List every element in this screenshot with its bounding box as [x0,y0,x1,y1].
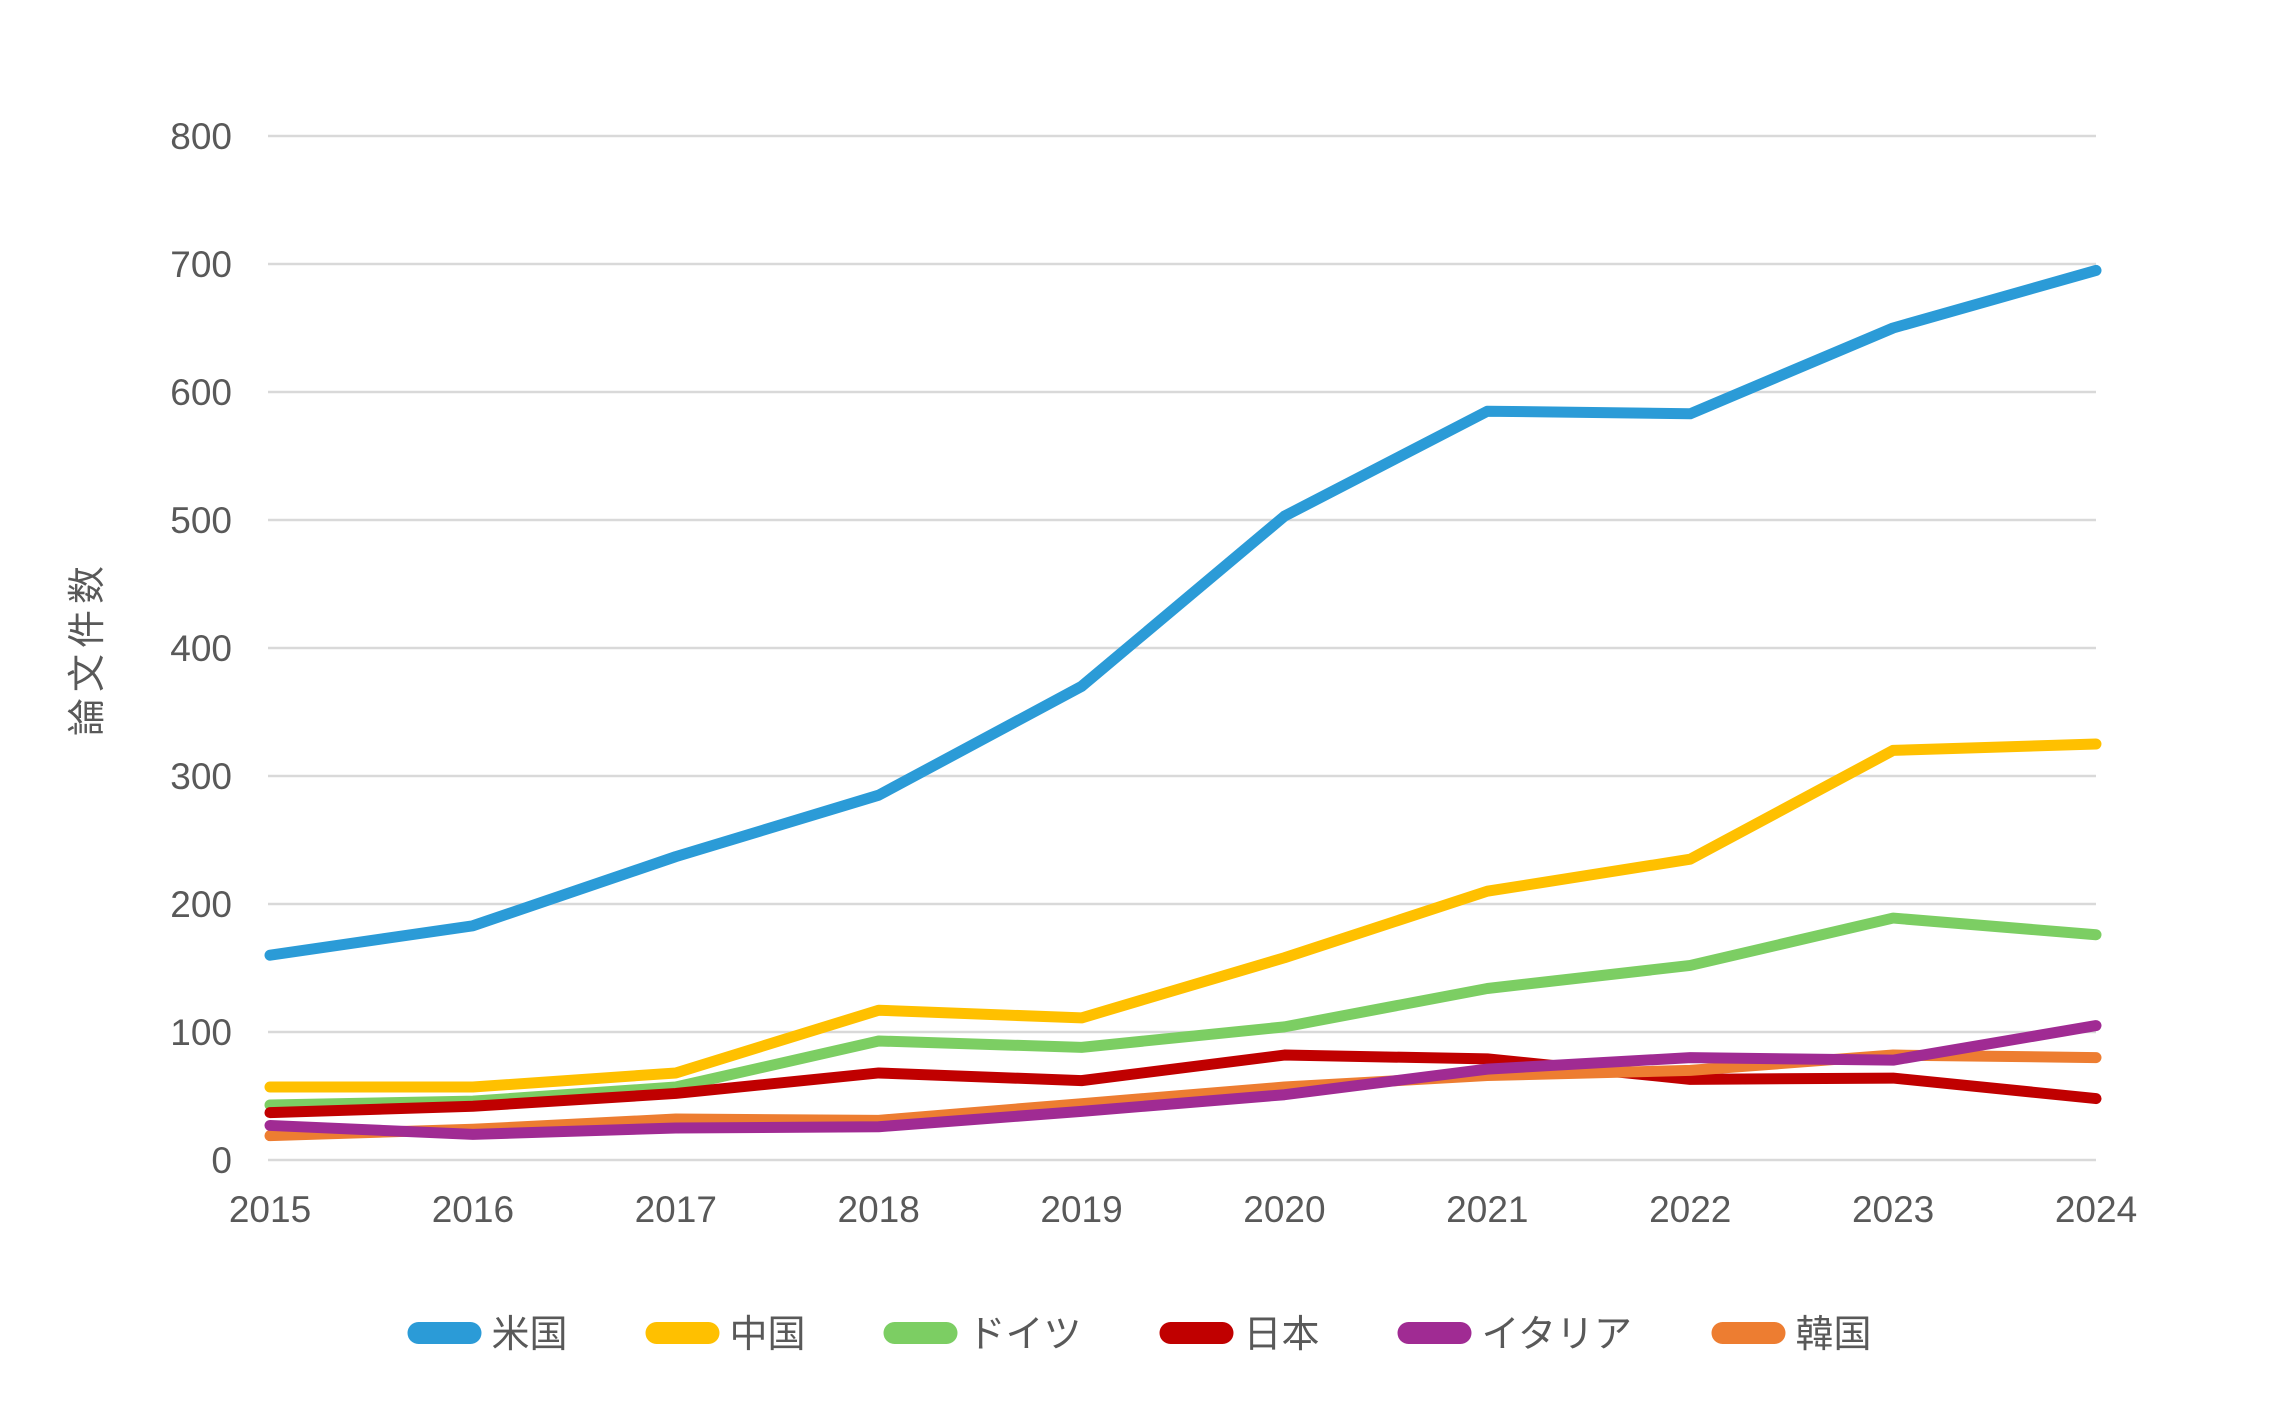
legend-swatch [1397,1322,1472,1344]
y-tick-label: 500 [170,500,232,541]
legend-label: イタリア [1482,1314,1632,1356]
legend: 米国 中国 ドイツ 日本 イタリア 韓国 [407,1314,1872,1356]
legend-label: 米国 [492,1314,568,1356]
legend-item-日本: 日本 [1159,1314,1320,1356]
legend-label: 韓国 [1796,1314,1872,1356]
x-tick-label: 2019 [1040,1189,1122,1230]
legend-item-中国: 中国 [645,1314,806,1356]
legend-item-イタリア: イタリア [1397,1314,1632,1356]
legend-swatch [407,1322,482,1344]
x-tick-label: 2021 [1446,1189,1528,1230]
legend-swatch [1159,1322,1234,1344]
x-tick-label: 2024 [2055,1189,2137,1230]
y-tick-label: 100 [170,1012,232,1053]
x-tick-label: 2017 [635,1189,717,1230]
legend-item-韓国: 韓国 [1711,1314,1872,1356]
series-line-イタリア [264,1020,2102,1140]
legend-swatch [645,1322,720,1344]
x-tick-label: 2022 [1649,1189,1731,1230]
legend-swatch [883,1322,958,1344]
gridlines [268,134,2096,1162]
legend-label: 中国 [730,1314,806,1356]
x-tick-label: 2018 [838,1189,920,1230]
series-line-ドイツ [264,912,2102,1111]
legend-item-米国: 米国 [407,1314,568,1356]
y-tick-label: 800 [170,116,232,157]
x-tick-label: 2020 [1243,1189,1325,1230]
y-tick-label: 0 [211,1140,232,1181]
y-axis-title: 論文件数 [67,560,109,736]
x-tick-label: 2023 [1852,1189,1934,1230]
series-line-米国 [264,264,2102,961]
y-tick-label: 400 [170,628,232,669]
y-tick-label: 700 [170,244,232,285]
legend-label: 日本 [1244,1314,1320,1356]
y-tick-label: 300 [170,756,232,797]
legend-item-ドイツ: ドイツ [883,1314,1082,1356]
y-tick-label: 600 [170,372,232,413]
x-axis-labels: 2015 2016 2017 2018 2019 2020 2021 2022 2023 2024 [229,1189,2137,1230]
y-axis-labels: 0 100 200 300 400 500 600 700 800 [170,116,232,1181]
x-tick-label: 2015 [229,1189,311,1230]
legend-label: ドイツ [968,1314,1082,1356]
x-tick-label: 2016 [432,1189,514,1230]
y-tick-label: 200 [170,884,232,925]
series-line-日本 [264,1049,2102,1119]
legend-swatch [1711,1322,1786,1344]
series-lines [264,264,2102,1142]
series-line-中国 [264,738,2102,1093]
